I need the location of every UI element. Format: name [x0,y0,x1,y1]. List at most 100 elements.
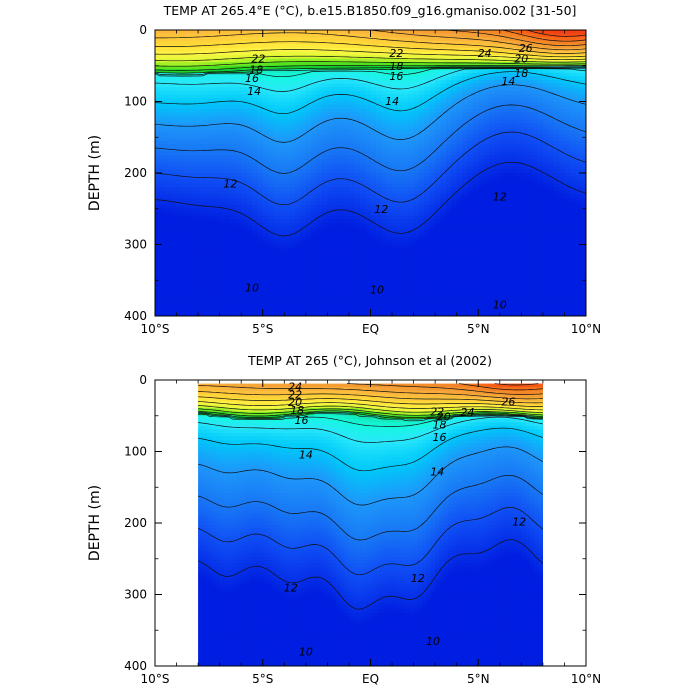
contour-fill-cell [494,176,501,181]
contour-fill-cell [526,58,533,63]
contour-fill-cell [289,137,296,142]
contour-fill-cell [478,183,485,188]
contour-fill-cell [370,201,377,206]
contour-fill-cell [359,108,366,113]
contour-fill-cell [219,72,226,78]
contour-fill-cell [295,40,302,45]
contour-fill-cell [510,205,517,210]
contour-fill-cell [451,62,458,67]
contour-fill-cell [230,119,237,124]
contour-fill-cell [230,237,237,242]
contour-fill-cell [241,208,248,213]
contour-fill-cell [203,240,210,246]
contour-fill-cell [230,180,237,185]
contour-fill-cell [332,237,339,242]
contour-fill-cell [435,37,442,42]
contour-fill-cell [160,169,167,174]
contour-fill-cell [451,162,458,167]
contour-fill-cell [208,165,215,171]
contour-fill-cell [251,72,258,78]
contour-fill-cell [278,105,285,110]
contour-fill-cell [332,169,339,174]
contour-fill-cell [429,201,436,206]
contour-fill-cell [327,251,334,256]
contour-fill-cell [553,133,560,138]
contour-fill-cell [192,97,199,103]
contour-fill-cell [230,51,237,56]
contour-fill-cell [278,119,285,124]
contour-fill-cell [424,155,431,160]
contour-fill-cell [176,47,183,53]
contour-fill-cell [451,140,458,145]
contour-fill-cell [181,130,188,135]
contour-fill-cell [198,147,205,153]
contour-fill-cell [155,47,161,53]
contour-fill-cell [160,97,167,103]
contour-fill-cell [526,140,533,145]
contour-fill-cell [489,219,496,224]
contour-fill-cell [235,69,242,74]
contour-fill-cell [451,205,458,210]
contour-fill-cell [365,90,372,95]
contour-fill-cell [408,65,415,70]
contour-fill-cell [532,190,539,196]
contour-fill-cell [483,126,490,131]
contour-fill-cell [165,233,172,238]
contour-fill-cell [208,158,215,163]
contour-fill-cell [559,126,566,131]
contour-fill-cell [435,140,442,145]
contour-fill-cell [305,237,312,242]
contour-fill-cell [354,140,361,145]
contour-fill-cell [553,37,560,42]
contour-fill-cell [553,155,560,160]
contour-fill-cell [181,180,188,185]
contour-fill-cell [526,55,533,60]
contour-fill-cell [160,151,167,156]
contour-fill-cell [359,208,366,213]
contour-fill-cell [225,40,232,45]
contour-fill-cell [462,76,469,81]
contour-fill-cell [445,233,452,238]
contour-fill-cell [440,176,447,181]
contour-fill-cell [187,65,194,70]
contour-fill-cell [284,30,291,35]
contour-fill-cell [462,37,469,42]
contour-fill-cell [165,240,172,246]
contour-fill-cell [359,112,366,117]
contour-fill-cell [311,51,318,56]
contour-fill-cell [214,226,221,231]
contour-fill-cell [489,183,496,188]
contour-fill-cell [155,51,161,56]
contour-fill-cell [435,94,442,99]
contour-fill-cell [225,80,232,85]
contour-fill-cell [392,112,399,117]
contour-fill-cell [300,183,307,188]
contour-fill-cell [408,176,415,181]
contour-fill-cell [559,158,566,163]
contour-fill-cell [284,122,291,128]
contour-fill-cell [478,108,485,113]
contour-fill-cell [462,87,469,92]
contour-fill-cell [542,198,549,203]
contour-fill-cell [451,183,458,188]
contour-fill-cell [375,201,382,206]
contour-fill-cell [165,208,172,213]
contour-fill-cell [268,112,275,117]
contour-fill-cell [548,94,555,99]
contour-fill-cell [429,90,436,95]
contour-fill-cell [467,244,474,249]
contour-fill-cell [397,94,404,99]
contour-fill-cell [343,44,350,49]
contour-fill-cell [580,208,586,213]
contour-fill-cell [181,140,188,145]
contour-fill-cell [445,230,452,235]
contour-fill-cell [208,105,215,110]
contour-fill-cell [225,90,232,95]
contour-fill-cell [515,194,522,199]
contour-fill-cell [246,97,253,103]
contour-fill-cell [300,47,307,53]
contour-fill-cell [262,65,269,70]
contour-fill-cell [343,176,350,181]
contour-fill-cell [332,251,339,256]
contour-fill-cell [435,76,442,81]
